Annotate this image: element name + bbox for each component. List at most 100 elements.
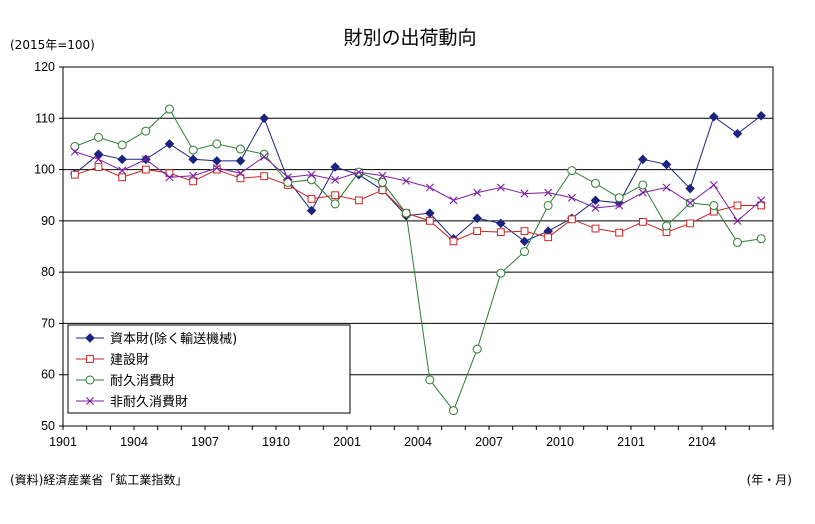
data-point-diamond xyxy=(93,149,104,159)
data-point-circle xyxy=(567,166,577,176)
x-tick-label: 1904 xyxy=(120,435,148,449)
data-point-circle xyxy=(259,149,269,159)
data-point-diamond xyxy=(638,154,648,165)
data-point-diamond xyxy=(472,213,482,224)
data-point-x xyxy=(615,201,624,210)
x-axis: 1901 1904 1907 1910 2001 2004 2007 2010 2101 2104 xyxy=(49,426,774,449)
y-tick-label: 100 xyxy=(34,163,55,177)
x-marker-stroke xyxy=(733,216,742,225)
data-point-circle xyxy=(117,140,127,150)
data-point-square xyxy=(212,165,221,174)
y-tick-label: 80 xyxy=(41,265,55,279)
x-marker-stroke xyxy=(94,155,103,164)
legend-box xyxy=(67,324,351,414)
series-line xyxy=(74,166,762,242)
x-marker-stroke xyxy=(591,204,600,213)
data-point-circle xyxy=(733,237,742,247)
data-point-square xyxy=(425,216,434,225)
series-x xyxy=(70,147,766,225)
data-point-circle xyxy=(449,406,458,416)
data-point-square xyxy=(449,237,458,246)
data-point-circle xyxy=(141,126,151,136)
data-point-circle xyxy=(543,200,553,210)
data-point-circle xyxy=(496,268,506,278)
x-marker-stroke xyxy=(615,201,624,210)
data-point-square xyxy=(757,201,766,210)
data-point-x xyxy=(473,188,482,197)
x-marker-stroke xyxy=(638,188,647,197)
data-point-x xyxy=(544,188,553,197)
data-point-x xyxy=(567,193,576,202)
legend-item: 非耐久消費財 xyxy=(76,395,188,410)
data-point-diamond xyxy=(756,110,766,121)
data-point-x xyxy=(118,166,127,175)
x-tick-label: 2101 xyxy=(617,435,645,449)
data-point-square xyxy=(544,233,553,242)
x-axis-label: (年・月) xyxy=(747,473,792,487)
data-point-circle xyxy=(94,132,103,142)
data-point-x xyxy=(94,155,103,164)
x-tick-label: 1910 xyxy=(262,435,290,449)
data-point-square xyxy=(520,227,529,236)
x-marker-stroke xyxy=(70,147,79,156)
data-point-circle xyxy=(425,375,435,385)
data-point-circle xyxy=(212,139,222,149)
data-point-circle xyxy=(401,208,411,218)
data-point-diamond xyxy=(496,218,506,229)
data-point-diamond xyxy=(306,205,317,216)
data-point-diamond xyxy=(661,159,672,170)
data-point-square xyxy=(331,191,340,200)
data-point-circle xyxy=(756,234,766,244)
x-marker-stroke xyxy=(141,155,150,164)
data-point-x xyxy=(165,173,174,182)
data-point-square xyxy=(70,170,79,179)
y-tick-label: 90 xyxy=(41,214,55,228)
x-marker-stroke xyxy=(709,180,718,189)
data-point-square xyxy=(378,186,387,194)
data-point-x xyxy=(141,155,150,164)
series-line xyxy=(74,115,762,242)
data-point-x xyxy=(709,180,718,189)
data-point-x xyxy=(212,164,221,173)
x-marker-stroke xyxy=(236,169,245,178)
x-marker-stroke xyxy=(496,183,505,192)
data-point-circle xyxy=(70,141,80,151)
y-axis: 50 60 70 80 90 100 110 120 xyxy=(34,60,63,433)
data-point-x xyxy=(354,168,363,177)
legend-item: 建設財 xyxy=(76,352,149,368)
unit-label: (2015年=100) xyxy=(10,38,95,52)
x-tick-label: 2007 xyxy=(475,435,503,449)
y-tick-label: 70 xyxy=(41,316,55,330)
data-point-x xyxy=(686,198,695,207)
data-point-diamond xyxy=(212,156,222,166)
x-marker-stroke xyxy=(86,397,94,405)
data-point-circle xyxy=(520,247,529,257)
data-point-circle xyxy=(307,175,316,185)
data-point-x xyxy=(378,171,387,180)
data-point-circle xyxy=(472,344,482,354)
x-marker-stroke xyxy=(118,166,127,175)
data-point-x xyxy=(70,147,79,156)
data-point-circle xyxy=(614,193,624,203)
data-point-x xyxy=(86,397,94,405)
data-point-x xyxy=(638,188,647,197)
data-point-circle xyxy=(330,199,340,209)
x-tick-label: 2010 xyxy=(546,435,574,449)
x-marker-stroke xyxy=(662,183,671,192)
x-tick-label: 1907 xyxy=(191,435,219,449)
legend-label: 建設財 xyxy=(110,352,149,368)
data-point-square xyxy=(141,165,150,174)
legend-item: 耐久消費財 xyxy=(76,374,175,389)
x-marker-stroke xyxy=(283,173,292,182)
data-point-x xyxy=(331,175,340,184)
data-point-circle xyxy=(638,180,648,190)
data-point-x xyxy=(449,196,458,205)
data-point-x xyxy=(496,183,505,192)
x-marker-stroke xyxy=(378,171,387,180)
x-marker-stroke xyxy=(402,176,411,185)
y-tick-label: 110 xyxy=(35,111,55,125)
data-point-square xyxy=(473,227,482,236)
chart-title: 財別の出荷動向 xyxy=(343,27,476,49)
data-point-x xyxy=(189,171,198,180)
